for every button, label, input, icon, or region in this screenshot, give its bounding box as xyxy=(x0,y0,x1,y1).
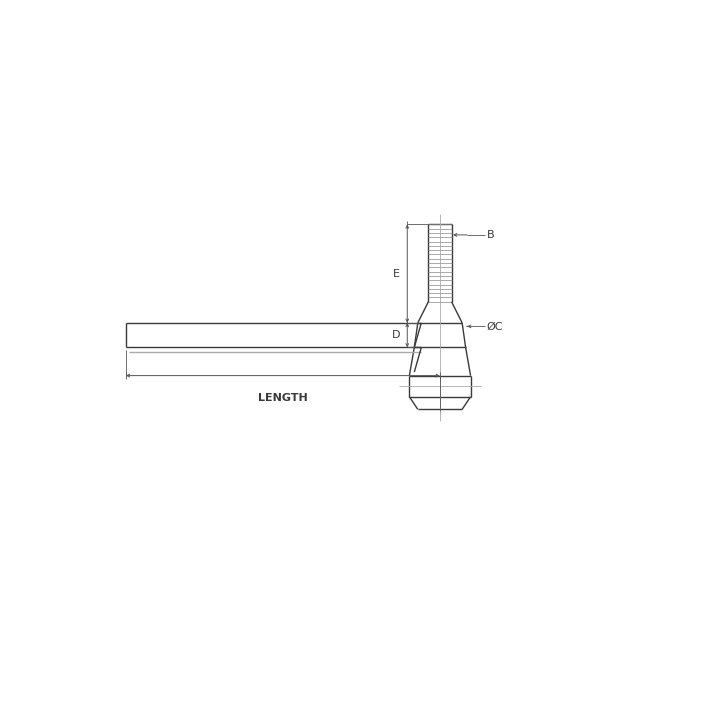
Text: ØC: ØC xyxy=(487,321,503,331)
Text: E: E xyxy=(393,269,400,279)
Text: LENGTH: LENGTH xyxy=(258,393,308,403)
Text: D: D xyxy=(392,330,400,340)
Text: B: B xyxy=(487,230,494,240)
